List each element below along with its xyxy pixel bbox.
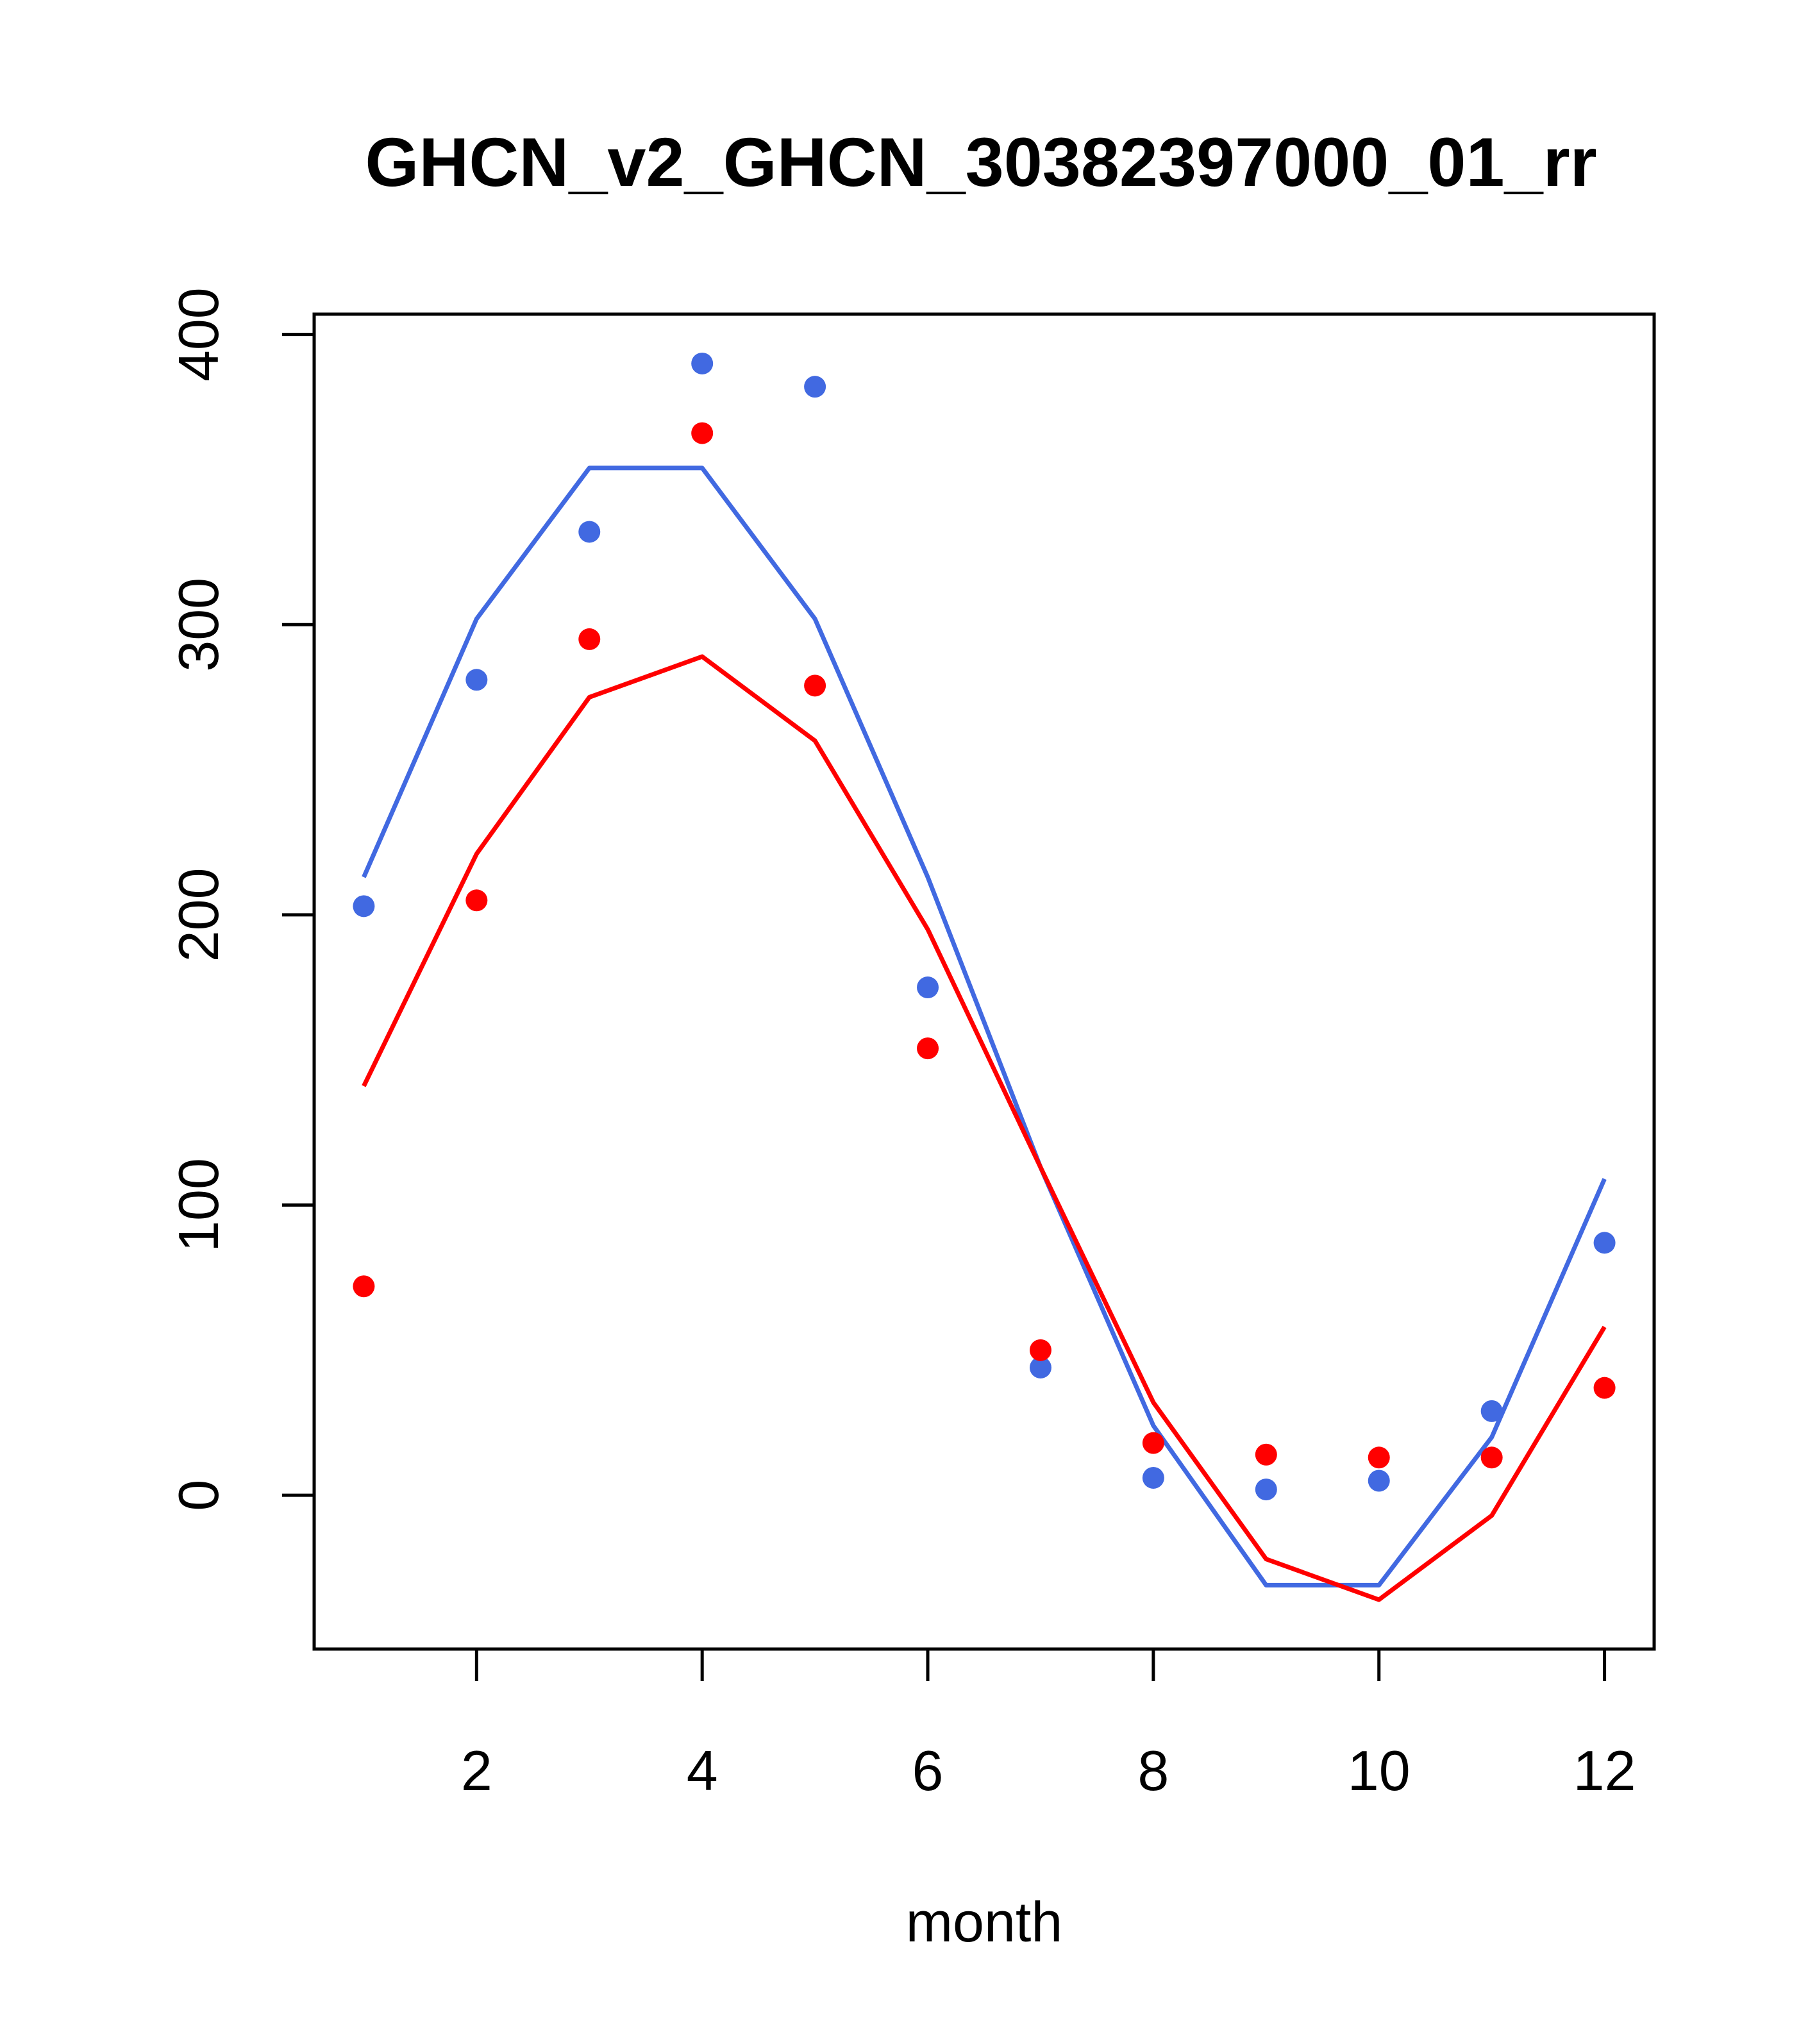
series-2-point [1368,1446,1390,1469]
series-2-point [578,628,601,650]
series-2-point [1142,1432,1164,1454]
series-1-point [1029,1356,1051,1378]
series-2-fit-line [362,654,1607,1602]
x-tick-label: 2 [461,1739,492,1802]
series-2-point [1029,1339,1051,1361]
y-tick-label: 0 [167,1480,230,1511]
x-tick-label: 12 [1573,1739,1636,1802]
series-1-point [804,376,826,398]
series-1-point [578,521,601,543]
series-1-point [1142,1466,1164,1489]
series-2-point [1480,1446,1503,1469]
series-layer [353,352,1616,1602]
series-1-point [1255,1479,1277,1501]
series-2-point [465,889,488,912]
x-axis-title: month [906,1890,1063,1954]
series-2 [353,422,1616,1602]
series-1-point [465,669,488,691]
series-2-point [917,1037,939,1060]
y-tick-label: 300 [167,578,230,672]
x-tick-label: 4 [687,1739,718,1802]
series-2-point [691,422,714,444]
chart-title: GHCN_v2_GHCN_30382397000_01_rr [365,123,1596,201]
y-tick-label: 200 [167,867,230,962]
series-2-point [804,674,826,697]
series-2-point [1593,1377,1616,1399]
plot-frame [312,312,1656,1651]
series-1-point [1593,1232,1616,1254]
y-tick-label: 100 [167,1158,230,1252]
series-1-point [917,976,939,999]
series-1-point [1480,1400,1503,1422]
x-tick-label: 10 [1348,1739,1411,1802]
series-2-point [353,1275,375,1298]
y-tick-label: 400 [167,287,230,381]
y-axis: 0 100 200 300 400 [167,287,316,1511]
x-axis: 2 4 6 8 10 12 [461,1647,1636,1802]
series-1-fit-line [362,465,1607,1587]
x-tick-label: 6 [912,1739,944,1802]
series-1-point [353,895,375,917]
x-tick-label: 8 [1137,1739,1169,1802]
series-1-point [1368,1470,1390,1492]
series-2-point [1255,1443,1277,1466]
series-1 [353,352,1616,1587]
series-1-point [691,352,714,374]
